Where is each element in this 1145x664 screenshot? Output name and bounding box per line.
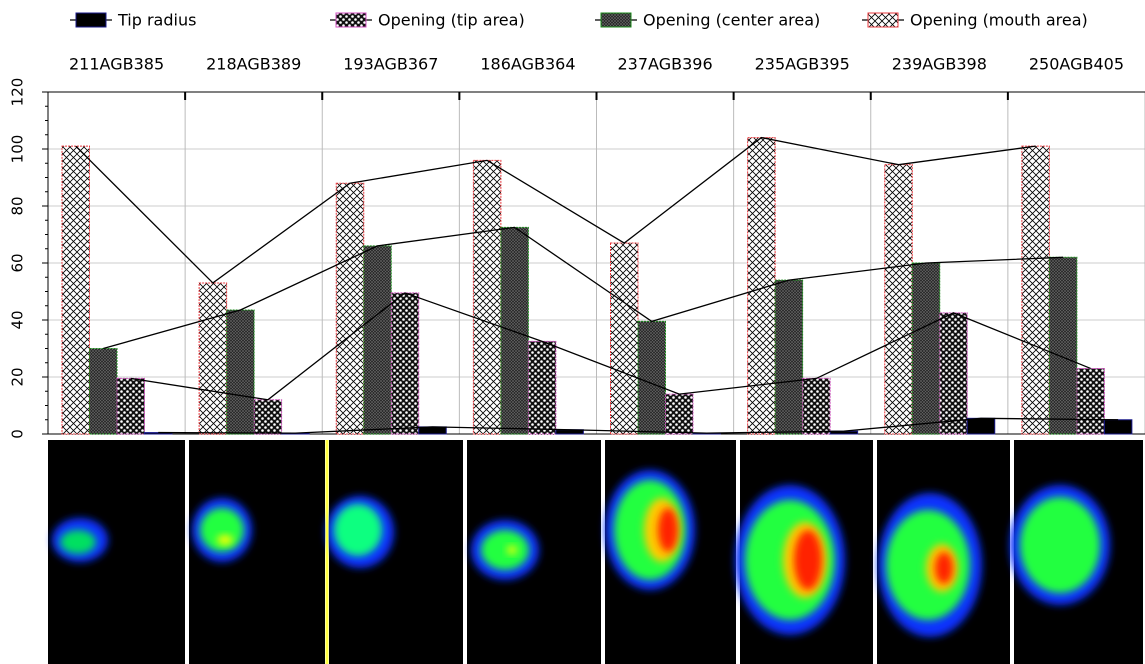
legend-label: Opening (center area) [643, 11, 820, 30]
bar [199, 283, 227, 434]
heat-blob [200, 508, 244, 552]
y-tick-label: 60 [9, 253, 27, 272]
y-tick-label: 40 [9, 310, 27, 329]
y-tick-label: 80 [9, 196, 27, 215]
bar [638, 321, 666, 434]
bar [473, 160, 501, 434]
heat-blob [507, 546, 517, 554]
chart: 0 20 40 60 80 100 120 211AGB385 218AGB389 193AGB3… [0, 0, 1145, 664]
y-tick-label: 100 [9, 135, 27, 164]
panel-gap [601, 440, 603, 664]
category-label: 239AGB398 [892, 55, 987, 74]
legend-swatch [868, 13, 898, 27]
heat-blob [481, 530, 529, 570]
panel-gap [185, 440, 187, 664]
category-label: 186AGB364 [480, 55, 575, 74]
bar [254, 400, 282, 434]
legend-label: Tip radius [117, 11, 196, 30]
bar [940, 313, 968, 434]
heat-blob [60, 530, 96, 554]
category-label: 250AGB405 [1029, 55, 1124, 74]
bar [117, 378, 145, 434]
bar [336, 183, 364, 434]
bar [912, 263, 940, 434]
legend-label: Opening (mouth area) [910, 11, 1088, 30]
legend-swatch [76, 13, 106, 27]
heat-blob [334, 504, 382, 556]
legend-swatch [336, 13, 366, 27]
y-tick-label: 120 [9, 78, 27, 107]
bar [1049, 257, 1077, 434]
heat-blob [1020, 497, 1100, 593]
category-label: 193AGB367 [343, 55, 438, 74]
bar [90, 349, 118, 435]
bar [1104, 420, 1132, 434]
heatmap-panels [48, 440, 1145, 664]
bar [364, 246, 392, 434]
heat-blob [794, 530, 822, 590]
category-label: 211AGB385 [69, 55, 164, 74]
bar [1022, 146, 1050, 434]
legend-label: Opening (tip area) [378, 11, 525, 30]
bar [501, 227, 529, 434]
category-label: 237AGB396 [618, 55, 713, 74]
heat-blob [658, 508, 678, 552]
bar [775, 280, 803, 434]
heat-blob [935, 552, 953, 584]
panel-gap [873, 440, 875, 664]
bar [885, 165, 913, 434]
bar [62, 146, 90, 434]
panel-gap [463, 440, 465, 664]
y-tick-label: 20 [9, 367, 27, 386]
bar [391, 293, 419, 434]
bar [227, 310, 255, 434]
bar [666, 394, 694, 434]
bar [803, 378, 831, 434]
heat-blob [217, 535, 233, 545]
legend-swatch [601, 13, 631, 27]
bar [1077, 368, 1105, 434]
category-label: 235AGB395 [755, 55, 850, 74]
y-tick-label: 0 [9, 429, 27, 439]
bar [611, 243, 639, 434]
category-label: 218AGB389 [206, 55, 301, 74]
bar [528, 341, 556, 434]
bar [967, 418, 995, 434]
